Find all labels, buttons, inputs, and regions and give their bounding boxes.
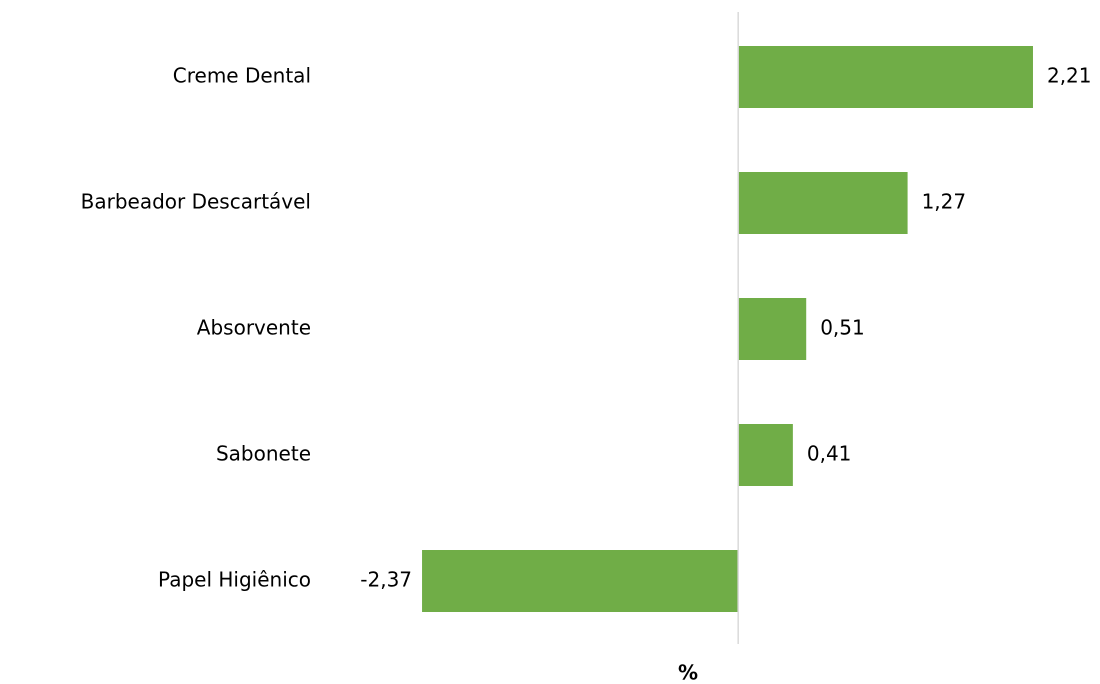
data-label: 1,27	[922, 190, 967, 214]
bar	[738, 298, 807, 360]
y-tick-label: Absorvente	[197, 316, 311, 340]
bar	[422, 550, 739, 612]
bar	[738, 424, 793, 486]
bar	[738, 172, 908, 234]
y-tick-label: Papel Higiênico	[158, 568, 311, 592]
data-label: 0,41	[807, 442, 852, 466]
data-label: 2,21	[1047, 64, 1092, 88]
data-label: -2,37	[360, 568, 412, 592]
y-tick-label: Creme Dental	[173, 64, 311, 88]
data-label: 0,51	[820, 316, 865, 340]
bar	[738, 46, 1033, 108]
x-axis-label: %	[678, 661, 698, 684]
y-tick-label: Sabonete	[216, 442, 311, 466]
y-tick-label: Barbeador Descartável	[81, 190, 311, 214]
